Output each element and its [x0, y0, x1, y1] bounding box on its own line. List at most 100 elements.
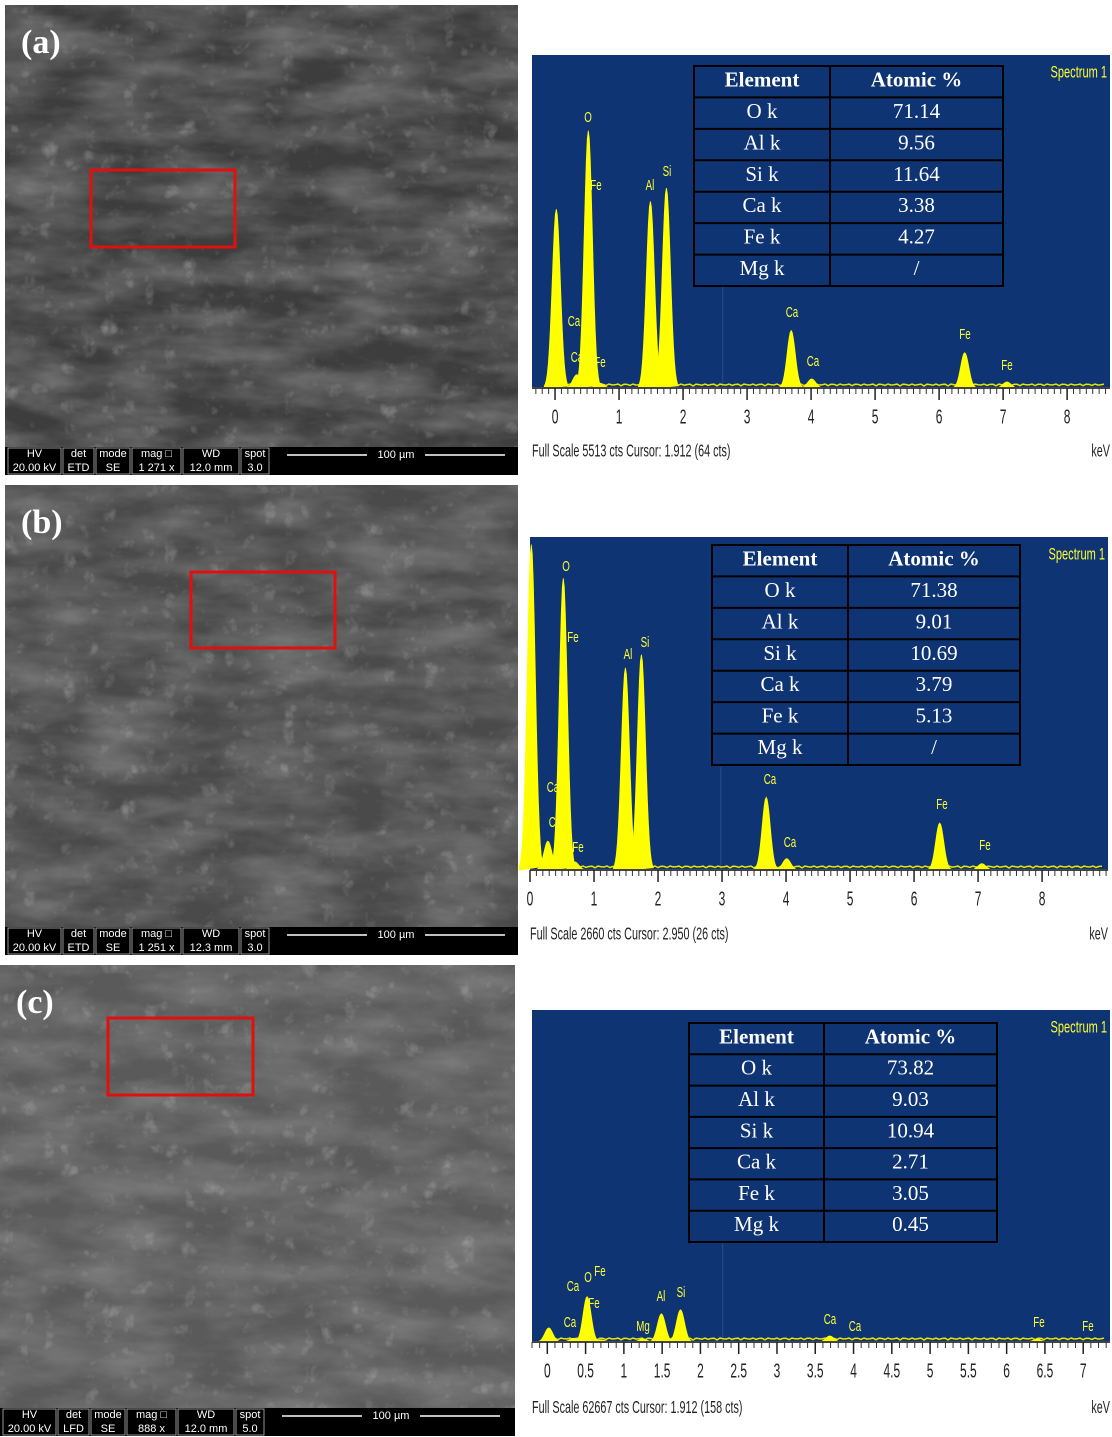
x-tick-label: 3.5 [807, 1360, 824, 1382]
sem-info-value: SE [101, 1423, 116, 1435]
table-header: Element [743, 547, 818, 571]
table-header: Element [725, 68, 800, 92]
x-tick-label: 2 [655, 888, 662, 910]
table-cell: Mg k [740, 256, 785, 280]
sem-info-header: HV [27, 928, 43, 940]
peak-label: Ca [764, 771, 777, 788]
peak-label: Ca [567, 1278, 580, 1295]
spectrum-peak [536, 1327, 561, 1343]
spectrum-name: Spectrum 1 [1049, 545, 1105, 564]
sem-info-bar [5, 927, 518, 955]
x-tick-label: 4 [783, 888, 790, 910]
table-cell: / [931, 735, 937, 759]
sem-info-value: 20.00 kV [13, 942, 57, 954]
table [688, 1022, 998, 1243]
sem-info-cell [95, 927, 131, 955]
x-tick-label: 2.5 [730, 1360, 747, 1382]
x-tick-label: 4 [850, 1360, 857, 1382]
sem-highlights [5, 485, 518, 927]
x-tick-label: 0.5 [577, 1360, 594, 1382]
scale-label: 100 µm [378, 449, 415, 461]
x-tick-label: 0 [527, 888, 534, 910]
sem-info-cell [177, 1408, 235, 1436]
sem-info-header: mag □ [136, 1409, 167, 1421]
peak-label: Ca [564, 1314, 577, 1331]
table-cell: Mg k [758, 735, 803, 759]
panel-label: (c) [16, 984, 54, 1021]
table-cell: 5.13 [916, 704, 953, 728]
table-cell: 0.45 [892, 1212, 929, 1236]
sem-info-cell [182, 927, 240, 955]
spectrum-peak [927, 822, 954, 871]
sem-info-header: HV [27, 448, 43, 460]
table-cell: 4.27 [898, 225, 935, 249]
sem-highlights [5, 5, 518, 447]
peak-label: Fe [959, 326, 970, 343]
peak-label: Mg [636, 1318, 650, 1335]
peak-label: Si [641, 634, 650, 651]
sem-info-header: det [71, 448, 86, 460]
peak-label: Ca [786, 304, 799, 321]
spectrum-peak [518, 544, 544, 871]
peak-label: Ca [849, 1318, 862, 1335]
x-tick-label: 6 [936, 406, 943, 428]
panel-label: (a) [21, 24, 61, 61]
sem-info-header: spot [240, 1409, 261, 1421]
spectrum-name: Spectrum 1 [1051, 63, 1107, 82]
table-cell: Al k [744, 130, 781, 154]
sem-info-value: 12.0 mm [190, 462, 233, 474]
sem-info-cell [182, 447, 240, 475]
sem-info-value: SE [106, 942, 121, 954]
x-tick-label: 2 [697, 1360, 704, 1382]
scale-label: 100 µm [378, 929, 415, 941]
table-cell: 2.71 [892, 1150, 929, 1174]
x-tick-label: 8 [1039, 888, 1046, 910]
sem-info-cell [7, 927, 62, 955]
sem-info-value: 1 271 x [138, 462, 175, 474]
table [693, 65, 1004, 287]
sem-info-header: WD [202, 448, 220, 460]
sem-info-cell [57, 1408, 90, 1436]
peak-label: Fe [567, 629, 578, 646]
spectrum-peak [778, 329, 805, 389]
table-cell: 9.56 [898, 130, 935, 154]
scale-label-bg [367, 928, 425, 942]
sem-info-header: mag □ [141, 928, 172, 940]
sem-info-cell [126, 1408, 177, 1436]
peak-label: O [584, 1269, 592, 1286]
x-tick-label: 3 [744, 406, 751, 428]
x-tick-label: 7 [975, 888, 982, 910]
peak-label: Ca [568, 313, 581, 330]
sem-info-value: 5.0 [242, 1423, 257, 1435]
spectrum-footer: Full Scale 5513 cts Cursor: 1.912 (64 ct… [532, 442, 731, 461]
x-tick-label: 6.5 [1037, 1360, 1054, 1382]
table-cell: 71.14 [893, 99, 941, 123]
x-tick-label: 1 [616, 406, 623, 428]
spectrum-footer: Full Scale 2660 cts Cursor: 2.950 (26 ct… [530, 925, 729, 944]
peak-label: Fe [594, 1263, 605, 1280]
sem-info-header: spot [245, 448, 266, 460]
selection-box [189, 570, 337, 650]
x-tick-label: 5 [847, 888, 854, 910]
sem-info-value: 12.0 mm [185, 1423, 228, 1435]
sem-info-header: mag □ [141, 448, 172, 460]
spectrum-name: Spectrum 1 [1051, 1018, 1107, 1037]
x-tick-label: 5.5 [960, 1360, 977, 1382]
peak-label: Ca [549, 814, 562, 831]
peak-label: Fe [1001, 357, 1012, 374]
sem-info-header: WD [197, 1409, 215, 1421]
x-tick-label: 0 [552, 406, 559, 428]
table-cell: 11.64 [893, 162, 940, 186]
sem-info-value: 20.00 kV [13, 462, 57, 474]
sem-info-value: 12.3 mm [190, 942, 233, 954]
table-cell: Ca k [742, 193, 782, 217]
table-header: Atomic % [888, 547, 980, 571]
peak-label: Fe [1033, 1314, 1044, 1331]
sem-info-cell [7, 447, 62, 475]
peak-label: Al [657, 1288, 666, 1305]
sem-info-value: SE [106, 462, 121, 474]
sem-info-value: 888 x [138, 1423, 165, 1435]
peak-label: O [562, 558, 570, 575]
spectrum-peak [774, 858, 799, 871]
